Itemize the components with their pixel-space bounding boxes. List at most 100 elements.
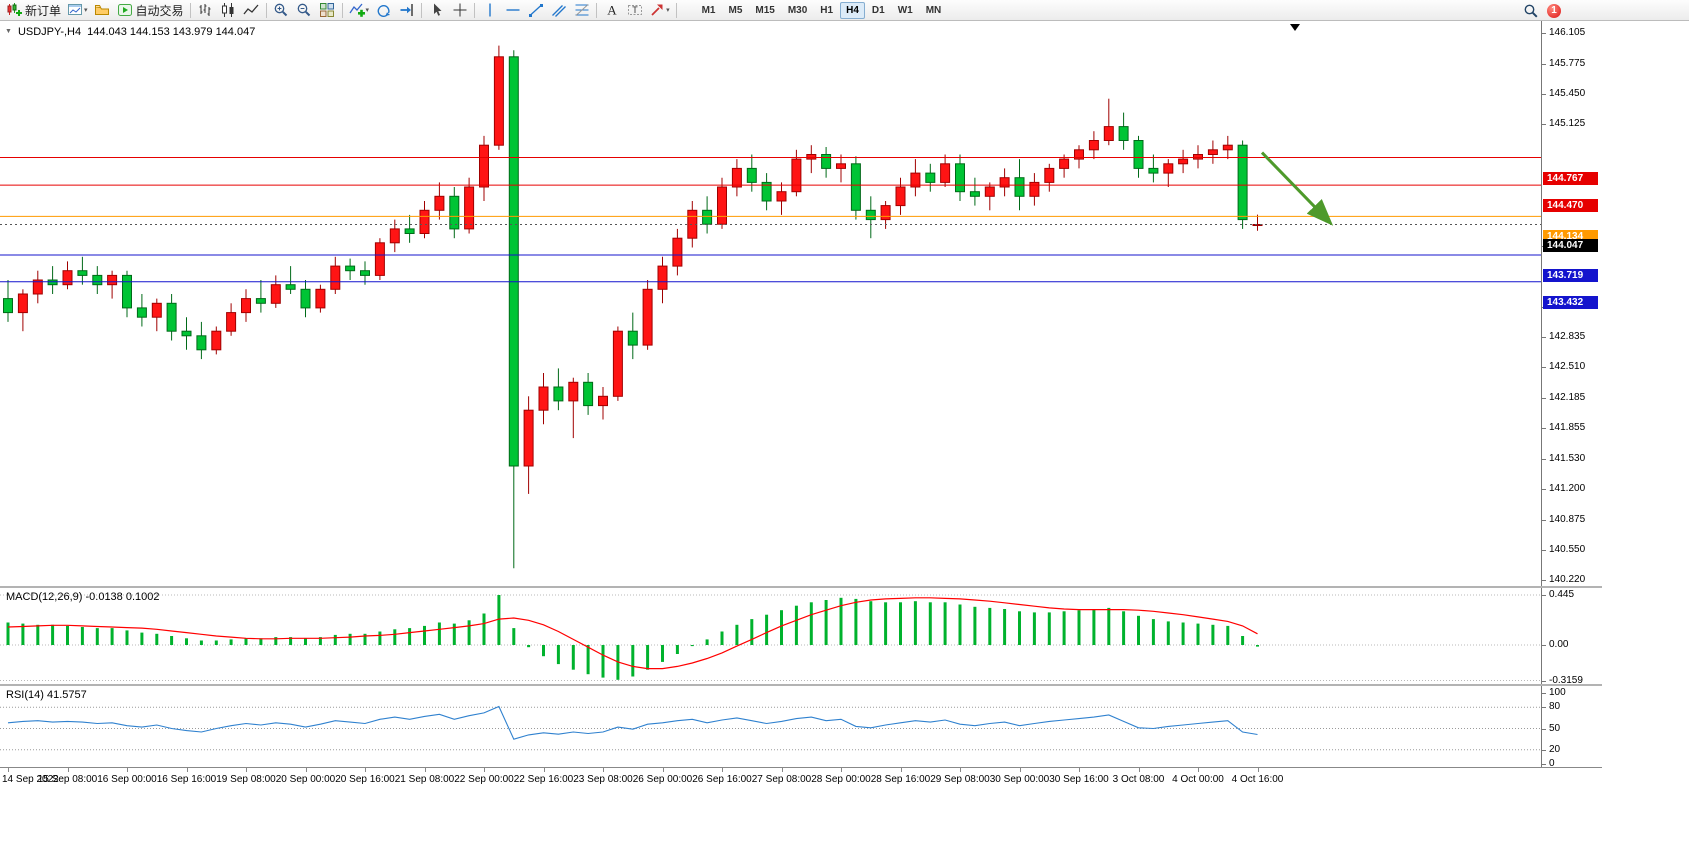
timeframe-m5-button[interactable]: M5 [722,2,748,19]
time-tick [67,768,69,772]
channel-button[interactable] [547,1,570,20]
price-tag: 143.719 [1543,269,1598,282]
macd-histogram [6,595,1259,680]
vertical-line-button[interactable] [478,1,501,20]
axis-label: 141.855 [1549,422,1586,434]
axis-tick [1542,489,1546,491]
text-label-button[interactable]: T [623,1,646,20]
axis-tick [1542,728,1546,730]
axis-tick [1542,680,1546,682]
crosshair-button[interactable] [448,1,471,20]
timeframe-m30-button[interactable]: M30 [782,2,813,19]
time-tick [1257,768,1259,772]
axis-tick [1542,458,1546,460]
one-click-trading-toggle-icon[interactable]: ▼ [5,28,12,35]
cursor-icon [429,2,445,18]
search-button[interactable] [1519,1,1542,20]
timeframe-m1-button[interactable]: M1 [696,2,722,19]
axis-tick [1542,549,1546,551]
rsi-line [7,705,1258,740]
axis-tick [1542,519,1546,521]
candle-chart-button[interactable] [217,1,240,20]
new-order-icon [6,2,22,18]
rsi-panel[interactable] [0,686,1541,766]
line-chart-button[interactable] [240,1,263,20]
arrow-icon [649,2,665,18]
axis-tick [1542,707,1546,709]
timeframe-w1-button[interactable]: W1 [892,2,919,19]
timeframe-d1-button[interactable]: D1 [866,2,891,19]
horizontal-line-button[interactable] [501,1,524,20]
time-label: 26 Sep 00:00 [632,774,693,785]
trend-arrow-annotation[interactable] [1260,151,1334,226]
price-tag: 144.047 [1543,238,1598,252]
panel-separator[interactable] [0,586,1602,588]
notification-badge[interactable]: 1 [1547,3,1561,18]
toolbar: 新订单 ▾ 自动交易 ▾ A T ▾ M1 M5 M15 M30 H1 H4 D1 W1 MN 1 [0,0,1689,21]
dropdown-caret-icon: ▾ [666,7,670,14]
time-label: 28 Sep 00:00 [811,774,871,785]
time-tick [305,768,307,772]
chart-ohlc-values: 144.043 144.153 143.979 144.047 [87,26,256,38]
fibonacci-button[interactable] [570,1,593,20]
zoom-in-button[interactable] [270,1,293,20]
trendline-button[interactable] [524,1,547,20]
axis-label: 100 [1549,687,1566,698]
arrows-button[interactable]: ▾ [646,1,673,20]
profiles-button[interactable] [91,1,114,20]
timeframe-mn-button[interactable]: MN [920,2,948,19]
axis-label: 145.125 [1549,118,1586,130]
new-order-button[interactable]: 新订单 [3,1,64,20]
axis-label: 146.105 [1549,27,1586,39]
macd-panel[interactable] [0,588,1541,683]
timeframe-m15-button[interactable]: M15 [749,2,780,19]
zoom-out-button[interactable] [293,1,316,20]
price-scale[interactable]: 146.105145.775145.450145.125143.815143.1… [1541,21,1603,769]
axis-tick [1542,693,1546,694]
fibo-icon [574,2,590,18]
time-tick [900,768,902,772]
auto-scroll-button[interactable] [372,1,395,20]
time-tick [484,768,485,772]
axis-label: 141.200 [1549,483,1586,495]
time-axis[interactable]: 14 Sep 2022 15 Sep 08:00 16 Sep 00:00 16 Se… [0,767,1602,790]
axis-tick [1542,337,1546,339]
bar-chart-button[interactable] [194,1,217,20]
time-label: 23 Sep 08:00 [573,774,633,785]
axis-label: 20 [1549,743,1561,755]
tile-windows-button[interactable] [316,1,339,20]
timeframe-h1-button[interactable]: H1 [814,2,839,19]
chart-shift-button[interactable] [395,1,418,20]
svg-text:A: A [607,3,617,18]
candles-layer [3,45,1263,569]
axis-label: 140.220 [1549,574,1586,586]
axis-tick [1542,124,1546,126]
timeframe-toolbar: M1 M5 M15 M30 H1 H4 D1 W1 MN [696,1,948,19]
chart-shift-marker[interactable] [1290,24,1300,31]
label-icon: T [627,2,643,18]
autotrading-button[interactable]: 自动交易 [114,1,187,20]
charts-button[interactable]: ▾ [64,1,91,20]
toolbar-separator [596,2,598,18]
time-label: 22 Sep 00:00 [454,774,514,785]
text-icon: A [604,2,620,18]
dropdown-caret-icon: ▾ [365,7,370,14]
panel-separator[interactable] [0,684,1602,686]
macd-label: MACD(12,26,9) -0.0138 0.1002 [6,591,160,603]
time-tick [662,768,664,772]
price-chart[interactable] [0,21,1541,586]
line-chart-icon [243,2,259,18]
cursor-button[interactable] [425,1,448,20]
indicators-button[interactable]: ▾ [346,1,373,20]
profiles-icon [94,2,110,18]
axis-tick [1542,764,1546,765]
text-button[interactable]: A [600,1,623,20]
dropdown-caret-icon: ▾ [84,7,88,14]
time-label: 26 Sep 16:00 [692,774,752,785]
timeframe-h4-button[interactable]: H4 [840,1,865,19]
time-tick [1138,768,1140,772]
toolbar-separator [421,2,423,18]
axis-label: -0.3159 [1549,674,1583,686]
crosshair-icon [452,2,468,18]
toolbar-separator [675,2,677,18]
